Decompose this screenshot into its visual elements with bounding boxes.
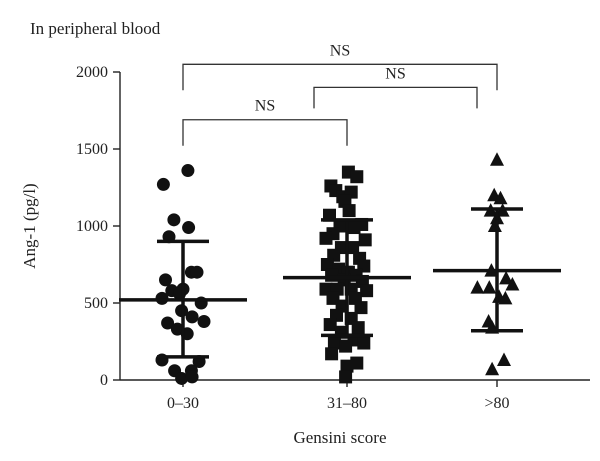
- data-point-square: [325, 268, 339, 282]
- data-point-triangle: [490, 152, 504, 166]
- significance-bracket: [182, 119, 348, 146]
- data-point-circle: [161, 316, 175, 330]
- y-tick-label: 0: [100, 372, 108, 389]
- data-point-circle: [175, 371, 189, 385]
- data-point-triangle: [505, 277, 520, 291]
- data-point-circle: [185, 370, 199, 384]
- data-point-square: [339, 339, 353, 353]
- y-tick-label: 500: [84, 295, 108, 312]
- x-tick-label: 31–80: [327, 395, 367, 412]
- x-axis: 0–30 31–80 >80 Gensini score: [120, 379, 590, 447]
- significance-brackets: NS NS NS: [182, 42, 498, 146]
- y-tick-label: 1000: [76, 218, 108, 235]
- data-point-square: [340, 359, 354, 373]
- data-point-square: [350, 356, 364, 370]
- data-point-square: [325, 347, 339, 361]
- mean-sd-bars: [119, 207, 561, 359]
- data-point-square: [339, 370, 353, 384]
- y-tick-label: 2000: [76, 64, 108, 81]
- significance-bracket: [182, 63, 498, 91]
- data-point-square: [360, 284, 374, 298]
- data-point-square: [357, 336, 371, 350]
- data-point-circle: [185, 310, 199, 324]
- data-point-circle: [197, 314, 211, 328]
- x-axis-label: Gensini score: [293, 428, 386, 447]
- data-point-triangle: [499, 270, 514, 285]
- significance-bracket: [313, 86, 478, 109]
- y-ticks: 0 500 1000 1500 2000: [76, 64, 120, 389]
- x-tick-label: >80: [484, 395, 509, 412]
- data-point-square: [351, 321, 365, 335]
- data-point-triangle: [493, 190, 508, 205]
- data-point-circle: [190, 265, 204, 279]
- data-point-triangle: [497, 352, 511, 366]
- chart-title: In peripheral blood: [30, 19, 161, 38]
- y-tick-label: 1500: [76, 141, 108, 158]
- data-point-circle: [181, 164, 195, 178]
- y-axis-label: Ang-1 (pg/l): [20, 183, 39, 268]
- data-point-square: [347, 221, 361, 235]
- data-point-circle: [182, 221, 196, 235]
- significance-label: NS: [330, 42, 350, 59]
- data-point-triangle: [485, 361, 500, 376]
- significance-label: NS: [255, 98, 275, 115]
- data-point-circle: [167, 213, 181, 227]
- significance-label: NS: [385, 65, 405, 82]
- data-point-square: [346, 241, 360, 255]
- data-point-circle: [159, 273, 172, 287]
- x-tick-label: 0–30: [167, 395, 199, 412]
- data-point-square: [350, 170, 364, 184]
- data-point-square: [319, 231, 333, 245]
- data-point-square: [327, 336, 341, 350]
- data-point-circle: [170, 322, 184, 336]
- data-point-square: [354, 301, 368, 315]
- data-point-triangle: [498, 290, 513, 305]
- x-ticks: 0–30 31–80 >80: [167, 380, 510, 412]
- data-point-triangle: [482, 280, 497, 294]
- data-point-square: [342, 204, 356, 218]
- data-point-circle: [156, 177, 170, 191]
- data-point-square: [320, 258, 334, 271]
- data-points: [155, 152, 520, 385]
- data-point-square: [358, 233, 372, 247]
- data-point-square: [323, 318, 337, 332]
- data-point-triangle: [470, 280, 485, 294]
- y-axis: 0 500 1000 1500 2000 Ang-1 (pg/l): [20, 64, 121, 389]
